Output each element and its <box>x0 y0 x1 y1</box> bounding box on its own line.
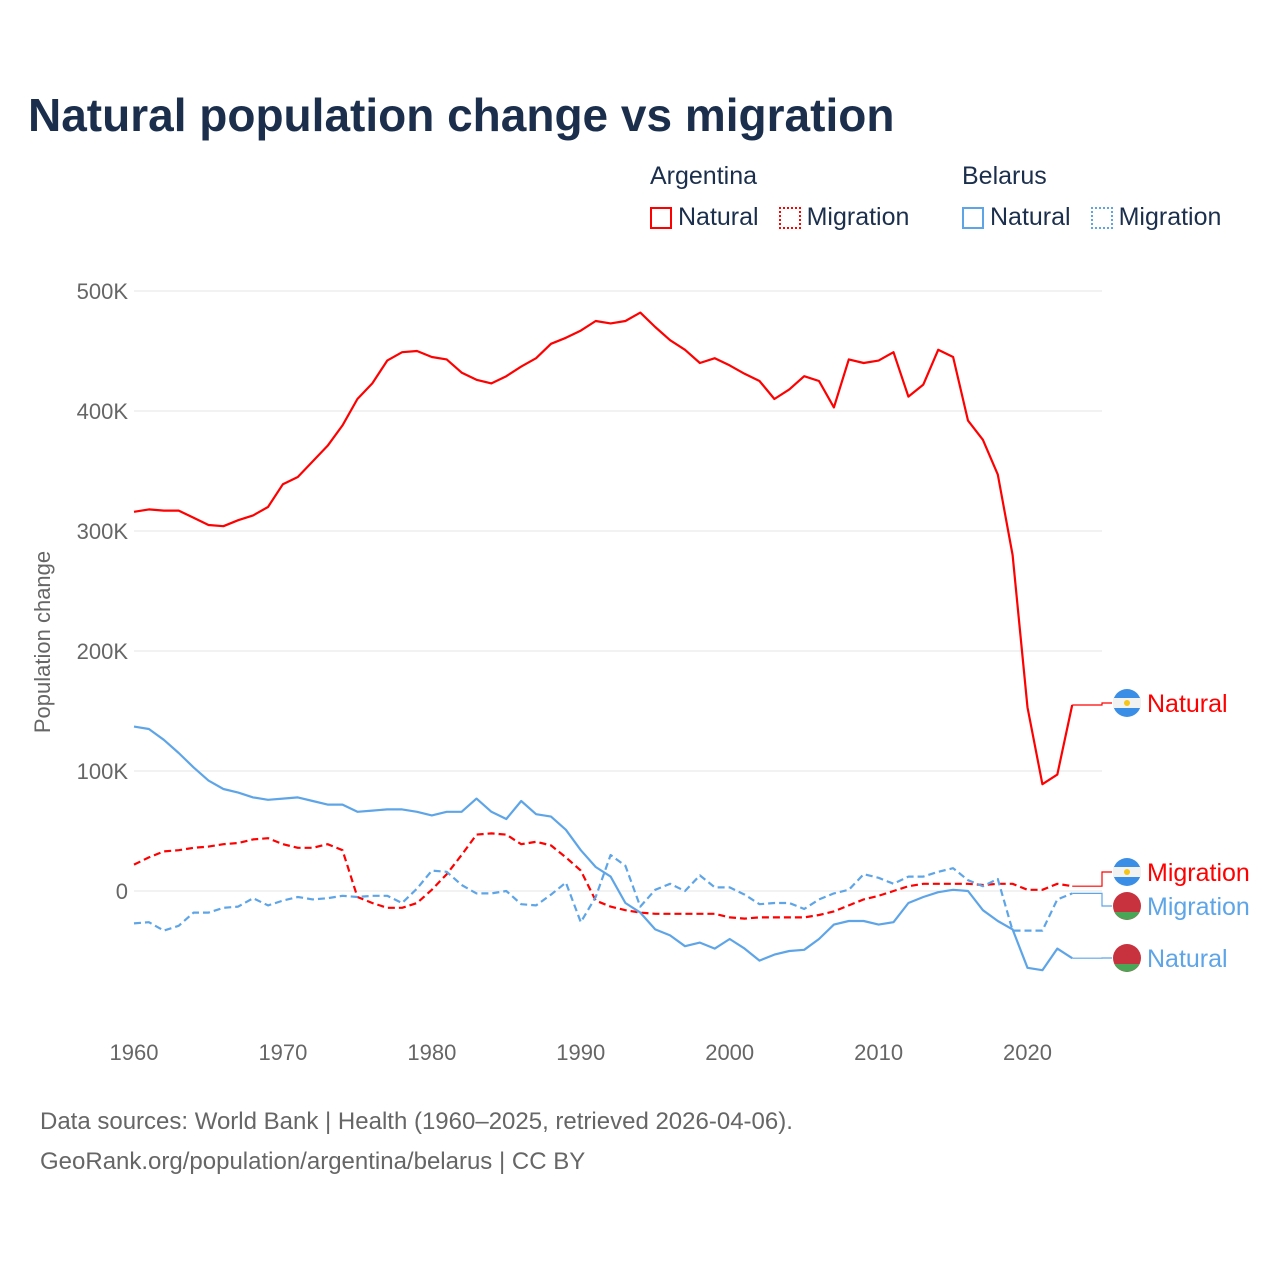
series-line-argentina-migration <box>133 832 1073 920</box>
footer-sources: Data sources: World Bank | Health (1960–… <box>40 1108 793 1135</box>
legend-swatch <box>778 206 801 229</box>
chart-title: Natural population change vs migration <box>28 89 895 141</box>
sun-icon <box>1124 700 1130 706</box>
legend-swatch <box>1090 206 1113 229</box>
label-leader-line <box>1072 892 1112 907</box>
sun-icon <box>1124 869 1130 875</box>
x-tick-label: 2000 <box>705 1040 754 1065</box>
label-leader-line <box>1072 871 1112 887</box>
footer-link[interactable]: GeoRank.org/population/argentina/belarus… <box>40 1148 586 1175</box>
legend-label: Natural <box>990 203 1071 231</box>
y-tick-label: 400K <box>77 399 129 424</box>
x-tick-label: 2020 <box>1003 1040 1052 1065</box>
flag-stripe <box>1114 912 1140 920</box>
legend-group-name: Argentina <box>650 162 758 190</box>
legend-belarus-natural[interactable]: Natural <box>962 203 1071 232</box>
y-tick-label: 300K <box>77 519 129 544</box>
series-line-argentina-natural <box>133 311 1074 786</box>
x-tick-label: 1990 <box>556 1040 605 1065</box>
legend-label: Migration <box>1118 203 1222 231</box>
series-end-label: Natural <box>1147 945 1228 973</box>
legend-argentina-migration[interactable]: Migration <box>778 203 910 232</box>
y-tick-label: 0 <box>116 879 128 904</box>
series-line-belarus-natural <box>133 725 1073 972</box>
flag-stripe <box>1114 964 1140 972</box>
y-axis-label: Population change <box>30 551 55 733</box>
y-tick-label: 200K <box>77 639 129 664</box>
label-leader-line <box>1072 702 1112 706</box>
legend-group-belarus: Belarus Natural Migration <box>962 162 1221 232</box>
series-line-belarus-migration <box>133 853 1073 932</box>
x-tick-label: 1970 <box>258 1040 307 1065</box>
x-tick-label: 1980 <box>407 1040 456 1065</box>
series-end-label: Migration <box>1147 859 1250 887</box>
legend-label: Migration <box>806 203 910 231</box>
y-tick-label: 500K <box>77 279 129 304</box>
legend-belarus-migration[interactable]: Migration <box>1090 203 1222 232</box>
legend-group-name: Belarus <box>962 162 1047 190</box>
series-end-label: Natural <box>1147 690 1228 718</box>
legend-swatch <box>650 206 672 229</box>
series-end-label: Migration <box>1147 893 1250 921</box>
legend-group-argentina: Argentina Natural Migration <box>650 162 909 232</box>
x-tick-label: 2010 <box>854 1040 903 1065</box>
legend-argentina-natural[interactable]: Natural <box>650 203 759 232</box>
legend-swatch <box>962 206 984 229</box>
legend-label: Natural <box>678 203 759 231</box>
x-tick-label: 1960 <box>110 1040 159 1065</box>
y-tick-label: 100K <box>77 759 129 784</box>
